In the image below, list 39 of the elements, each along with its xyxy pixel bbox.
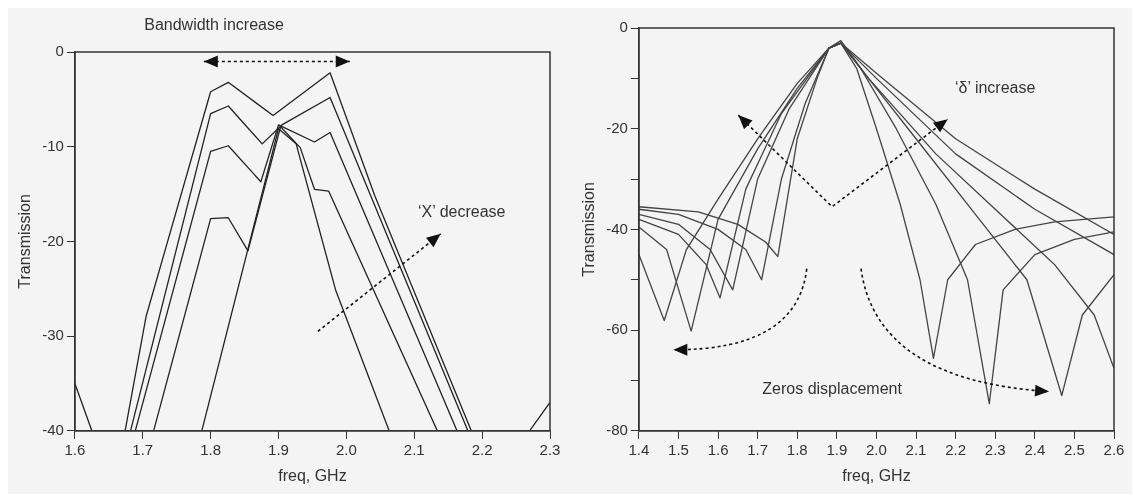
x-tick-label: 2.6 xyxy=(1103,440,1125,458)
text: Bandwidth increase xyxy=(144,16,284,34)
y-tick-label: -10 xyxy=(42,136,64,154)
x-tick-label: 2.5 xyxy=(1063,440,1085,458)
x-tick-label: 1.6 xyxy=(707,440,729,458)
x-tick-label: 1.8 xyxy=(200,440,222,458)
y-tick-label: -60 xyxy=(606,320,628,338)
x-tick-label: 2.1 xyxy=(905,440,927,458)
y-tick-label: -40 xyxy=(606,219,628,237)
y-tick-label: -20 xyxy=(606,118,628,136)
y-axis-title: Transmission xyxy=(16,194,34,289)
x-tick-label: 2.4 xyxy=(1024,440,1046,458)
y-tick-label: -80 xyxy=(606,420,628,438)
x-tick-label: 2.0 xyxy=(866,440,887,458)
x-tick-label: 1.6 xyxy=(64,440,86,458)
y-tick-label: -30 xyxy=(42,326,64,344)
x-tick-label: 1.9 xyxy=(826,440,848,458)
x-tick-label: 1.9 xyxy=(268,440,289,458)
y-tick-label: -20 xyxy=(42,231,64,249)
x-tick-label: 2.3 xyxy=(539,440,561,458)
x-tick-label: 2.3 xyxy=(984,440,1006,458)
y-tick-label: -40 xyxy=(42,420,64,438)
x-tick-label: 1.5 xyxy=(668,440,689,458)
x-tick-label: 2.2 xyxy=(945,440,967,458)
y-tick-label: 0 xyxy=(55,42,64,60)
x-tick-label: 2.1 xyxy=(403,440,425,458)
annotation: Zeros displacement xyxy=(762,379,903,397)
x-tick-label: 1.7 xyxy=(132,440,154,458)
x-tick-label: 1.7 xyxy=(747,440,769,458)
x-tick-label: 2.2 xyxy=(471,440,493,458)
annotation: ‘X’ decrease xyxy=(418,203,506,221)
x-axis-title: freq, GHz xyxy=(278,466,347,484)
y-tick-label: 0 xyxy=(619,18,628,36)
x-tick-label: 2.0 xyxy=(335,440,357,458)
y-axis-title: Transmission xyxy=(580,182,598,277)
x-axis-title: freq, GHz xyxy=(842,466,911,484)
x-tick-label: 1.4 xyxy=(628,440,650,458)
x-tick-label: 1.8 xyxy=(786,440,808,458)
annotation: ‘δ’ increase xyxy=(955,78,1036,96)
